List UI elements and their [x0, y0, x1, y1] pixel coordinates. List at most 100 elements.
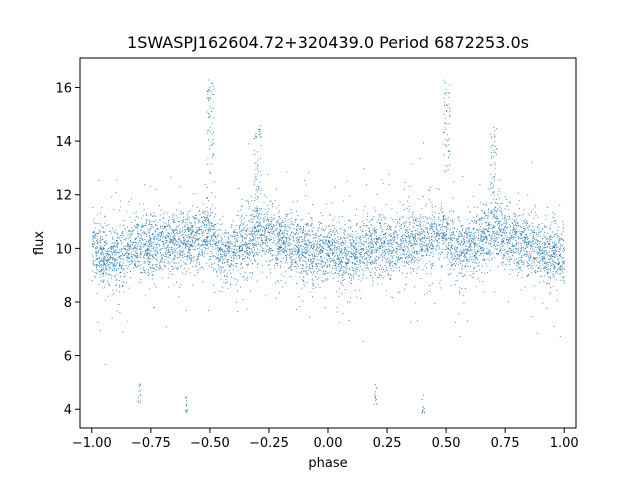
- data-point: [561, 264, 563, 266]
- data-point: [245, 244, 247, 246]
- data-point: [209, 228, 211, 230]
- data-point: [360, 280, 362, 282]
- data-point: [445, 218, 447, 220]
- data-point: [481, 232, 483, 233]
- data-point: [290, 249, 291, 250]
- data-point: [459, 287, 461, 289]
- data-point: [459, 251, 461, 253]
- data-point: [485, 222, 487, 224]
- data-point: [331, 245, 333, 247]
- data-point: [167, 212, 169, 214]
- data-point: [91, 270, 93, 272]
- data-point: [265, 238, 267, 240]
- data-point: [291, 232, 292, 234]
- data-point: [119, 236, 121, 238]
- data-point: [529, 214, 531, 216]
- data-point: [157, 253, 159, 254]
- data-point: [135, 255, 136, 257]
- data-point: [338, 273, 340, 275]
- data-point: [105, 253, 107, 254]
- data-point: [181, 264, 183, 266]
- data-point: [382, 243, 384, 245]
- data-point: [536, 245, 538, 247]
- data-point: [529, 234, 531, 236]
- data-point: [469, 211, 471, 213]
- data-point: [409, 237, 411, 238]
- data-point: [521, 234, 522, 235]
- data-point: [469, 257, 471, 258]
- data-point: [520, 234, 522, 236]
- data-point: [482, 241, 483, 243]
- data-point: [221, 249, 223, 251]
- data-point: [501, 213, 503, 215]
- data-point: [177, 269, 178, 271]
- data-point: [163, 236, 165, 238]
- data-point: [175, 266, 177, 268]
- data-point: [533, 233, 535, 235]
- data-point: [261, 225, 263, 227]
- data-point: [222, 286, 223, 288]
- data-point: [155, 189, 157, 190]
- data-point: [555, 244, 556, 246]
- data-point: [517, 235, 519, 237]
- data-point: [535, 264, 537, 266]
- data-point: [469, 253, 471, 255]
- data-point: [104, 231, 106, 233]
- data-point: [178, 225, 179, 227]
- data-point: [467, 241, 469, 243]
- data-point: [255, 235, 257, 237]
- data-point: [497, 221, 499, 223]
- data-point: [103, 261, 105, 263]
- data-point: [527, 238, 528, 240]
- data-point: [464, 253, 466, 255]
- data-point: [257, 207, 258, 209]
- data-point: [284, 226, 286, 228]
- data-point: [562, 279, 564, 281]
- data-point: [336, 259, 338, 260]
- data-point: [407, 231, 409, 233]
- data-point: [257, 237, 259, 238]
- data-point: [196, 206, 198, 208]
- data-point: [488, 224, 490, 226]
- data-point: [196, 218, 197, 219]
- data-point: [414, 233, 416, 235]
- data-point: [178, 262, 180, 264]
- data-point: [350, 243, 352, 245]
- data-point: [172, 214, 174, 216]
- data-point: [455, 322, 457, 323]
- data-point: [172, 259, 173, 261]
- data-point: [181, 251, 183, 253]
- data-point: [119, 271, 121, 273]
- data-point: [230, 243, 232, 245]
- data-point: [549, 235, 551, 237]
- data-point: [99, 242, 101, 244]
- data-point: [290, 217, 292, 219]
- data-point: [435, 246, 437, 247]
- data-point: [458, 261, 460, 263]
- data-point: [196, 262, 198, 264]
- data-point: [238, 236, 239, 238]
- data-point: [535, 232, 537, 234]
- data-point: [316, 266, 318, 267]
- data-point: [368, 242, 369, 244]
- data-point: [131, 248, 133, 250]
- data-point: [558, 242, 559, 244]
- data-point: [253, 219, 255, 220]
- data-point: [534, 257, 535, 259]
- data-point: [247, 263, 249, 265]
- data-point: [117, 303, 119, 305]
- data-point: [185, 244, 186, 246]
- data-point: [214, 292, 216, 294]
- data-point: [295, 254, 297, 256]
- data-point: [383, 223, 385, 225]
- data-point: [93, 264, 95, 265]
- data-point: [447, 251, 449, 253]
- data-point: [382, 271, 383, 273]
- data-point: [208, 259, 210, 260]
- data-point: [305, 272, 307, 274]
- data-point: [194, 214, 196, 216]
- data-point: [333, 278, 334, 279]
- data-point: [158, 235, 160, 237]
- data-point: [219, 258, 221, 260]
- data-point: [495, 215, 497, 217]
